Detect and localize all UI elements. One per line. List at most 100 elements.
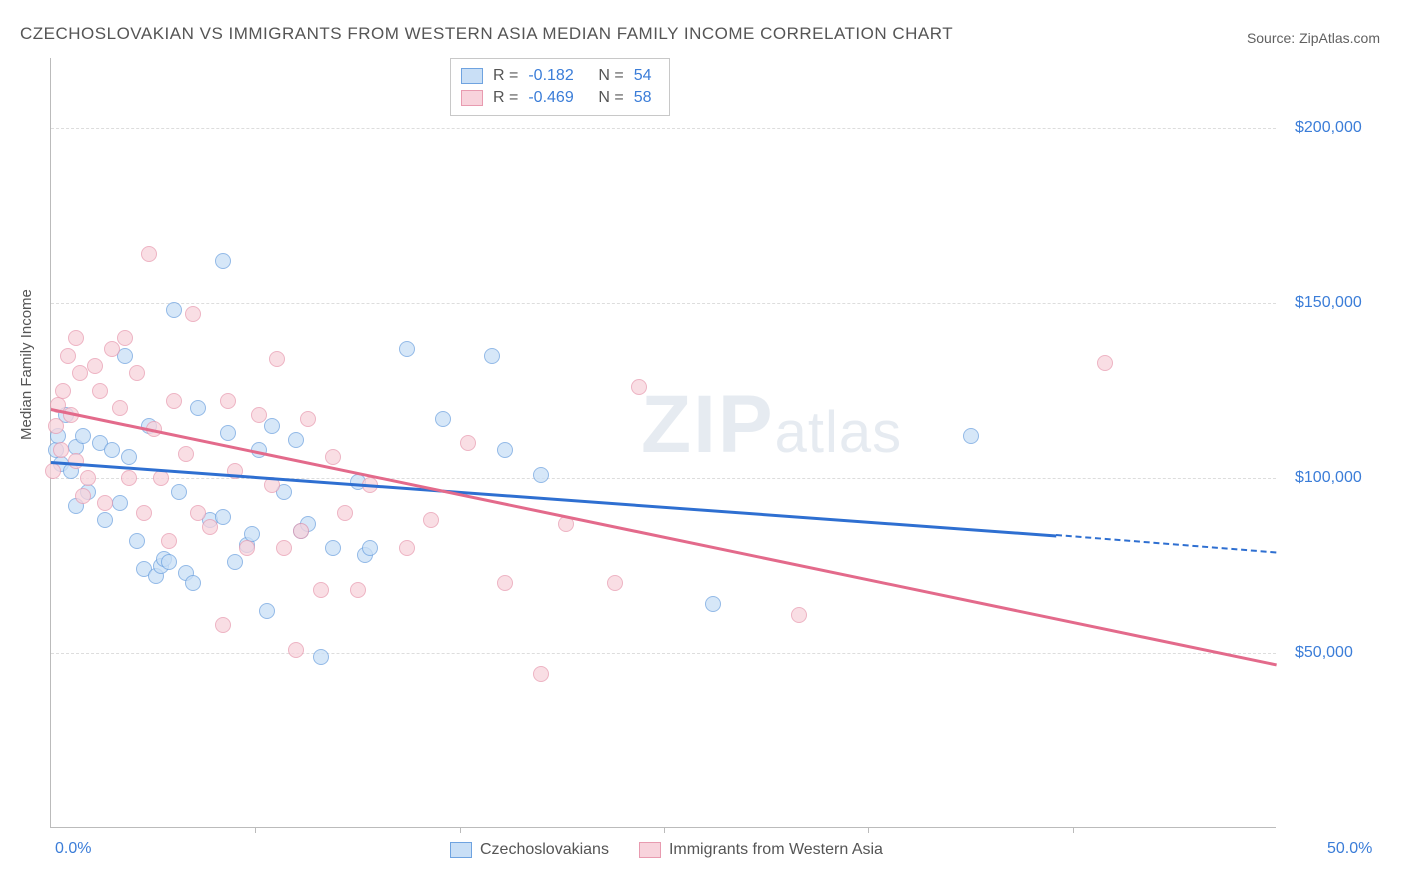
scatter-point (97, 512, 113, 528)
scatter-point (72, 365, 88, 381)
scatter-point (325, 540, 341, 556)
bottom-legend: Czechoslovakians Immigrants from Western… (450, 841, 903, 859)
x-minor-tick (255, 827, 256, 833)
chart-title: CZECHOSLOVAKIAN VS IMMIGRANTS FROM WESTE… (20, 24, 953, 44)
scatter-point (220, 393, 236, 409)
r-value-b: -0.469 (528, 87, 588, 109)
scatter-point (117, 330, 133, 346)
x-minor-tick (664, 827, 665, 833)
scatter-point (166, 393, 182, 409)
x-minor-tick (1073, 827, 1074, 833)
n-value-b: 58 (634, 87, 652, 109)
r-label: R = (493, 87, 518, 109)
scatter-point (53, 442, 69, 458)
scatter-point (185, 575, 201, 591)
scatter-point (288, 642, 304, 658)
scatter-point (48, 418, 64, 434)
scatter-point (161, 533, 177, 549)
stats-legend-box: R = -0.182 N = 54 R = -0.469 N = 58 (450, 58, 670, 116)
scatter-point (97, 495, 113, 511)
gridline-h (51, 303, 1276, 304)
scatter-point (75, 428, 91, 444)
scatter-point (259, 603, 275, 619)
scatter-point (791, 607, 807, 623)
scatter-point (460, 435, 476, 451)
scatter-point (423, 512, 439, 528)
y-tick-label: $100,000 (1295, 469, 1362, 487)
scatter-point (129, 533, 145, 549)
watermark-zip: ZIP (641, 379, 775, 470)
scatter-point (293, 523, 309, 539)
scatter-point (705, 596, 721, 612)
legend-label-a: Czechoslovakians (480, 841, 609, 859)
scatter-point (399, 540, 415, 556)
swatch-series-b (461, 90, 483, 106)
scatter-point (60, 348, 76, 364)
scatter-point (55, 383, 71, 399)
scatter-point (337, 505, 353, 521)
x-tick-label: 0.0% (55, 840, 91, 858)
scatter-point (264, 418, 280, 434)
scatter-point (121, 470, 137, 486)
scatter-point (92, 383, 108, 399)
scatter-point (166, 302, 182, 318)
scatter-point (185, 306, 201, 322)
scatter-point (220, 425, 236, 441)
watermark: ZIPatlas (641, 378, 902, 472)
stats-row: R = -0.469 N = 58 (461, 87, 651, 109)
scatter-point (75, 488, 91, 504)
scatter-point (435, 411, 451, 427)
y-axis-title: Median Family Income (18, 289, 35, 440)
scatter-point (87, 358, 103, 374)
scatter-point (171, 484, 187, 500)
x-minor-tick (460, 827, 461, 833)
scatter-point (112, 495, 128, 511)
x-minor-tick (868, 827, 869, 833)
scatter-point (607, 575, 623, 591)
scatter-point (202, 519, 218, 535)
scatter-point (631, 379, 647, 395)
scatter-point (497, 442, 513, 458)
scatter-point (227, 554, 243, 570)
scatter-point (533, 666, 549, 682)
scatter-point (121, 449, 137, 465)
scatter-point (129, 365, 145, 381)
scatter-point (190, 505, 206, 521)
y-tick-label: $200,000 (1295, 119, 1362, 137)
scatter-point (269, 351, 285, 367)
scatter-point (533, 467, 549, 483)
stats-row: R = -0.182 N = 54 (461, 65, 651, 87)
scatter-point (399, 341, 415, 357)
scatter-point (963, 428, 979, 444)
scatter-point (276, 540, 292, 556)
scatter-point (104, 442, 120, 458)
y-tick-label: $50,000 (1295, 644, 1353, 662)
r-value-a: -0.182 (528, 65, 588, 87)
gridline-h (51, 128, 1276, 129)
scatter-point (112, 400, 128, 416)
scatter-point (45, 463, 61, 479)
scatter-point (80, 470, 96, 486)
scatter-point (300, 411, 316, 427)
scatter-point (190, 400, 206, 416)
swatch-series-a (450, 842, 472, 858)
scatter-point (288, 432, 304, 448)
gridline-h (51, 653, 1276, 654)
scatter-point (153, 470, 169, 486)
legend-item: Czechoslovakians (450, 841, 609, 859)
trend-line (1056, 534, 1277, 553)
scatter-point (325, 449, 341, 465)
scatter-point (362, 540, 378, 556)
scatter-point (141, 246, 157, 262)
r-label: R = (493, 65, 518, 87)
scatter-point (313, 649, 329, 665)
scatter-point (350, 582, 366, 598)
scatter-point (161, 554, 177, 570)
source-label: Source: ZipAtlas.com (1247, 30, 1380, 46)
scatter-point (1097, 355, 1113, 371)
plot-area: ZIPatlas $50,000$100,000$150,000$200,000… (50, 58, 1276, 828)
scatter-point (484, 348, 500, 364)
n-label: N = (598, 87, 623, 109)
scatter-point (68, 453, 84, 469)
scatter-point (178, 446, 194, 462)
